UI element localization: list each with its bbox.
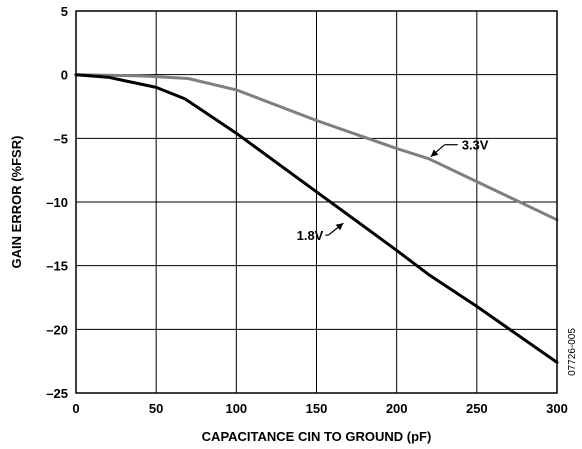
series-lines <box>74 73 559 364</box>
plot-frame <box>75 10 558 394</box>
series-annotations: 3.3V 1.8V <box>297 138 489 243</box>
y-tick-label--15: –15 <box>46 259 68 274</box>
y-tick-label--20: –20 <box>46 322 68 337</box>
series-line-3-3v <box>74 73 559 222</box>
x-tick-label-100: 100 <box>225 401 247 416</box>
x-tick-label-250: 250 <box>466 401 488 416</box>
y-tick-label--5: –5 <box>54 131 68 146</box>
x-tick-label-200: 200 <box>386 401 408 416</box>
annotation-3-3v: 3.3V <box>430 138 489 158</box>
x-tick-label-50: 50 <box>149 401 163 416</box>
annotation-arrowhead-3-3v <box>430 149 439 157</box>
series-label-1-8v: 1.8V <box>297 228 324 243</box>
figure-id: 07726-005 <box>567 328 578 376</box>
x-tick-label-150: 150 <box>306 401 328 416</box>
y-tick-label-5: 5 <box>61 4 68 19</box>
x-tick-label-0: 0 <box>72 401 79 416</box>
x-tick-labels: 0 50 100 150 200 250 300 <box>72 401 567 416</box>
y-axis-title: GAIN ERROR (%FSR) <box>9 136 24 269</box>
annotation-arrowhead-1-8v <box>335 223 344 231</box>
x-tick-label-300: 300 <box>546 401 568 416</box>
y-tick-label-0: 0 <box>61 68 68 83</box>
x-axis-title: CAPACITANCE CIN TO GROUND (pF) <box>202 429 432 444</box>
series-label-3-3v: 3.3V <box>462 138 489 153</box>
annotation-1-8v: 1.8V <box>297 222 344 243</box>
y-tick-labels: 5 0 –5 –10 –15 –20 –25 <box>46 4 68 401</box>
grid <box>75 10 558 394</box>
y-tick-label--25: –25 <box>46 386 68 401</box>
series-line-1-8v <box>74 73 559 364</box>
y-tick-label--10: –10 <box>46 195 68 210</box>
